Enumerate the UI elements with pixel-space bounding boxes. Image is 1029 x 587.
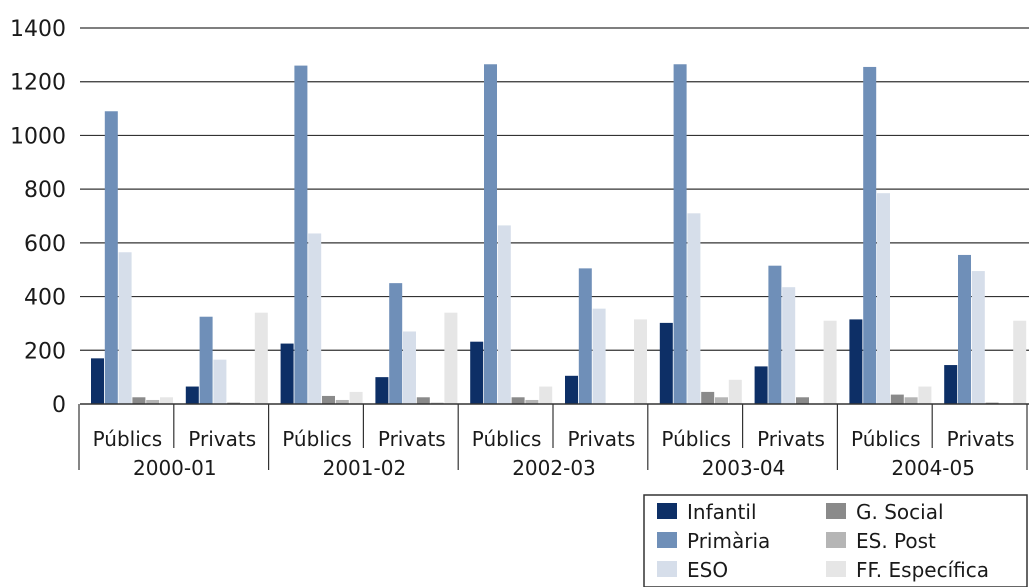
bar-prim-ria (958, 254, 971, 404)
x-group-label: 2003-04 (702, 456, 786, 480)
legend-label: ESO (687, 558, 728, 582)
bar-ff-espec-fica (918, 386, 932, 404)
legend-label: G. Social (856, 500, 944, 524)
legend-swatch (826, 532, 846, 548)
bar-eso (877, 193, 890, 404)
y-tick-label: 1400 (10, 17, 66, 42)
x-category-label: Públics (661, 427, 731, 451)
x-group-label: 2000-01 (133, 456, 217, 480)
x-category-label: Públics (282, 427, 352, 451)
bar-ff-espec-fica (1013, 320, 1027, 404)
bar-prim-ria (578, 268, 592, 404)
legend-swatch (826, 503, 846, 519)
x-category-label: Privats (188, 427, 256, 451)
bar-ff-espec-fica (254, 312, 268, 404)
bar-g-social (322, 395, 335, 404)
bar-prim-ria (199, 316, 213, 404)
bar-eso (403, 331, 416, 404)
legend-label: Primària (687, 529, 770, 553)
x-category-label: Privats (567, 427, 635, 451)
bar-infantil (659, 322, 673, 404)
y-tick-label: 400 (24, 286, 66, 311)
bar-eso (308, 233, 322, 404)
y-tick-label: 600 (24, 232, 66, 257)
bar-infantil (565, 375, 578, 404)
bar-eso (971, 271, 985, 404)
legend-label: ES. Post (856, 529, 936, 553)
bar-prim-ria (484, 64, 497, 404)
legend-swatch (657, 532, 677, 548)
bar-eso (213, 359, 227, 404)
bar-eso (118, 252, 132, 404)
bar-infantil (470, 341, 484, 404)
bar-es-post (904, 397, 918, 404)
bar-g-social (701, 391, 715, 404)
bar-prim-ria (389, 283, 403, 404)
y-tick-label: 800 (24, 178, 66, 203)
bar-infantil (185, 386, 199, 404)
x-group-label: 2004-05 (891, 456, 975, 480)
y-tick-label: 200 (24, 339, 66, 364)
bar-es-post (715, 397, 728, 404)
legend: Infantil Primària ESO G. Social ES. Post FF. … (643, 494, 1028, 587)
bar-ff-espec-fica (539, 386, 553, 404)
bar-g-social (796, 397, 809, 404)
bar-es-post (146, 399, 160, 404)
bar-prim-ria (104, 111, 118, 404)
legend-label: Infantil (687, 500, 757, 524)
bar-g-social (132, 397, 146, 404)
legend-swatch (657, 561, 677, 577)
bar-prim-ria (294, 65, 308, 404)
bar-prim-ria (863, 66, 877, 404)
x-category-label: Privats (947, 427, 1015, 451)
bar-es-post (335, 399, 349, 404)
bar-eso (592, 308, 606, 404)
bar-eso (687, 213, 701, 404)
bar-infantil (754, 366, 768, 404)
bar-prim-ria (673, 64, 687, 404)
bar-infantil (944, 365, 958, 404)
x-axis (78, 403, 1029, 470)
bar-eso (497, 225, 511, 404)
bar-infantil (280, 343, 294, 404)
bar-infantil (849, 319, 863, 404)
bar-g-social (511, 397, 525, 404)
bar-ff-espec-fica (634, 319, 647, 404)
bar-ff-espec-fica (349, 391, 363, 404)
y-tick-label: 1200 (10, 71, 66, 96)
gridlines (80, 27, 1029, 351)
bar-ff-espec-fica (160, 397, 173, 404)
x-category-label: Públics (472, 427, 542, 451)
bar-infantil (375, 377, 389, 404)
bar-eso (782, 287, 796, 404)
x-group-label: 2001-02 (323, 456, 407, 480)
bar-g-social (890, 394, 904, 404)
x-group-label: 2002-03 (512, 456, 596, 480)
legend-swatch (657, 503, 677, 519)
bar-ff-espec-fica (728, 379, 742, 404)
legend-swatch (826, 561, 846, 577)
x-axis-labels: Públics Privats Públics Privats Públics Priva… (93, 427, 1015, 480)
x-category-label: Privats (757, 427, 825, 451)
bar-infantil (91, 358, 104, 404)
bar-prim-ria (768, 265, 782, 404)
x-category-label: Privats (378, 427, 446, 451)
y-tick-label: 0 (52, 393, 66, 418)
y-tick-label: 1000 (10, 124, 66, 149)
bars (91, 64, 1027, 404)
bar-ff-espec-fica (444, 312, 458, 404)
bar-es-post (525, 399, 539, 404)
legend-label: FF. Específica (856, 558, 989, 582)
x-category-label: Públics (851, 427, 921, 451)
bar-g-social (416, 397, 430, 404)
bar-ff-espec-fica (823, 320, 837, 404)
y-axis-ticks: 0 200 400 600 800 1000 1200 1400 (10, 17, 66, 418)
x-category-label: Públics (93, 427, 163, 451)
